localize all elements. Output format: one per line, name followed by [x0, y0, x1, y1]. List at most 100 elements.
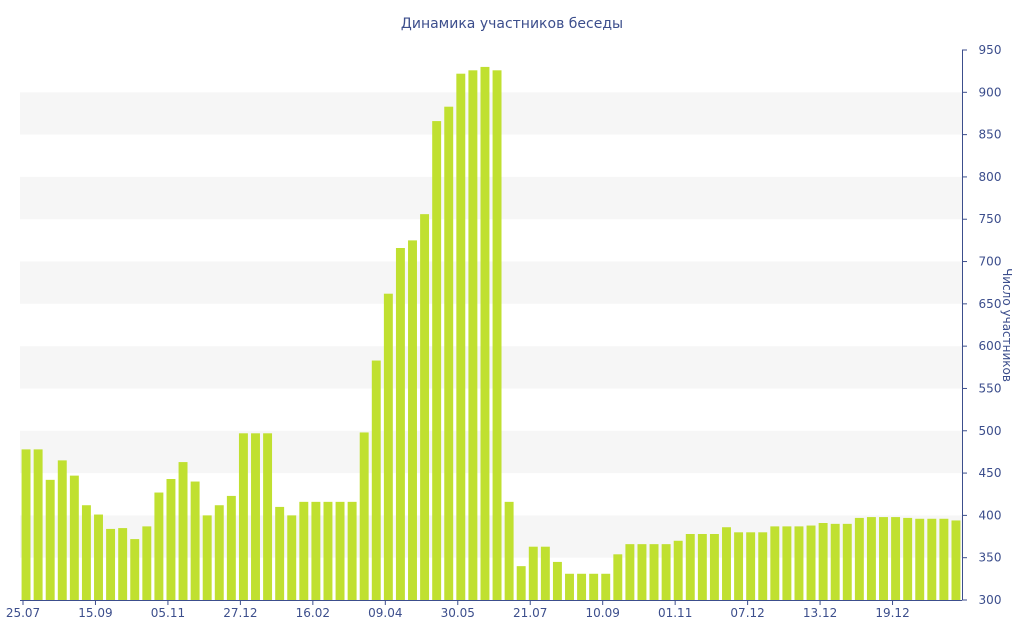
grid-band: [20, 430, 962, 474]
bar: [359, 432, 369, 600]
bar: [57, 460, 67, 600]
y-tick-label: 800: [979, 170, 1002, 184]
bar: [166, 479, 176, 600]
bar: [251, 433, 260, 600]
bar: [528, 546, 538, 600]
bar: [492, 70, 502, 600]
y-tick-label: 350: [979, 551, 1002, 565]
y-tick-label: 750: [979, 212, 1002, 226]
bar: [383, 293, 393, 600]
bar: [287, 515, 297, 600]
chart-title: Динамика участников беседы: [401, 16, 623, 32]
bar: [408, 240, 417, 600]
bar: [94, 514, 103, 600]
x-axis: 25.07 15.09 05.11 27.12 16.02 09.04 30.05 21.07…: [6, 600, 962, 620]
bar: [69, 475, 79, 600]
bar: [770, 526, 780, 600]
grid-bands: [20, 92, 962, 558]
bar: [806, 525, 816, 600]
x-tick-label: 25.07: [6, 606, 40, 620]
bar: [903, 517, 913, 600]
bar: [758, 532, 768, 600]
x-tick-label: 13.12: [803, 606, 837, 620]
bar: [444, 106, 454, 600]
grid-band: [20, 515, 962, 558]
bar: [818, 523, 828, 600]
y-tick-label: 700: [979, 255, 1002, 269]
bar: [540, 546, 550, 600]
x-tick-label: 19.12: [875, 606, 909, 620]
bar: [106, 528, 116, 600]
bar: [830, 523, 840, 600]
x-tick-label: 05.11: [151, 606, 185, 620]
bar: [371, 360, 381, 600]
bar: [275, 506, 285, 600]
bar: [794, 526, 804, 600]
y-tick-label: 900: [979, 85, 1002, 99]
bar: [625, 544, 635, 600]
grid-band: [20, 176, 962, 220]
bar: [866, 517, 876, 600]
y-tick-label: 300: [979, 593, 1002, 607]
bar: [420, 214, 430, 600]
y-tick-label: 400: [979, 508, 1002, 522]
x-tick-label: 01.11: [658, 606, 692, 620]
bar: [263, 433, 273, 600]
bar: [480, 66, 490, 601]
y-tick-label: 500: [979, 424, 1002, 438]
y-axis-label: Число участников: [1000, 268, 1014, 382]
x-tick-label: 09.04: [368, 606, 402, 620]
bar: [722, 527, 731, 600]
bar: [709, 534, 719, 600]
bar: [214, 505, 224, 600]
bar: [915, 518, 925, 600]
y-tick-label: 950: [979, 43, 1002, 57]
bar: [21, 449, 31, 600]
bar: [130, 539, 140, 600]
x-tick-label: 15.09: [78, 606, 112, 620]
grid-band: [20, 346, 962, 389]
bar: [81, 505, 91, 600]
bar: [951, 520, 961, 600]
y-tick-label: 600: [979, 339, 1002, 353]
bar: [939, 518, 949, 600]
bar: [673, 540, 683, 600]
bar: [661, 544, 671, 600]
bar: [879, 517, 888, 600]
bar: [456, 73, 466, 600]
bar: [190, 481, 200, 600]
bar: [516, 566, 526, 600]
bar: [685, 534, 695, 600]
bar-series: [21, 66, 961, 601]
x-tick-label: 16.02: [296, 606, 330, 620]
bar: [734, 532, 744, 600]
y-tick-label: 850: [979, 128, 1002, 142]
x-tick-label: 27.12: [223, 606, 257, 620]
bar: [142, 526, 152, 600]
x-tick-label: 10.09: [586, 606, 620, 620]
bar: [697, 534, 707, 600]
bar: [118, 528, 128, 600]
bar: [504, 501, 514, 600]
bar: [335, 501, 345, 600]
y-tick-label: 450: [979, 466, 1002, 480]
bar: [226, 495, 236, 600]
bar: [347, 501, 357, 600]
bar: [891, 517, 901, 600]
bar: [854, 517, 864, 600]
bar: [613, 554, 623, 600]
grid-band: [20, 92, 962, 135]
bar: [601, 573, 611, 600]
bar: [178, 462, 188, 600]
bar: [45, 479, 55, 600]
bar: [202, 515, 212, 600]
bar: [782, 526, 792, 600]
bar: [299, 501, 309, 600]
bar: [577, 573, 587, 600]
bar: [746, 532, 756, 600]
bar: [637, 544, 647, 600]
bar: [432, 121, 442, 600]
bar: [323, 501, 333, 600]
y-axis: 300 350 400 450 500 550 600 650 700 750 800 850 900 9…: [962, 43, 1001, 607]
